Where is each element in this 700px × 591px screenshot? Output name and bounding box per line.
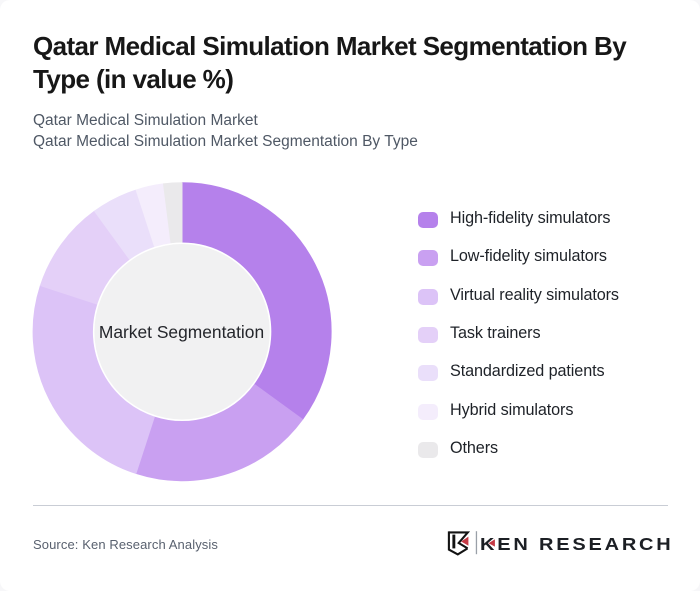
svg-text:KEN RESEARCH: KEN RESEARCH xyxy=(480,535,674,555)
